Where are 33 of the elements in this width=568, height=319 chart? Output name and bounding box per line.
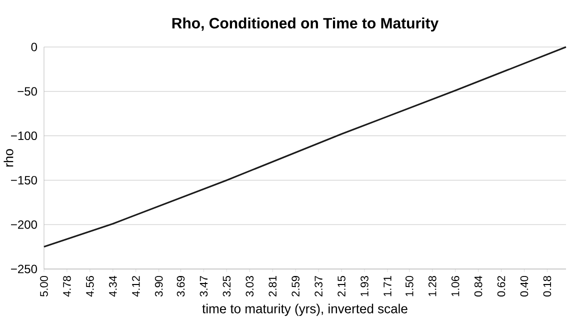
x-tick-label: 2.37 — [314, 276, 322, 296]
x-tick-label: 3.25 — [222, 276, 231, 297]
y-tick-label: −200 — [11, 220, 37, 229]
x-tick-label: 4.12 — [132, 276, 140, 297]
x-tick-label: 4.56 — [86, 276, 94, 297]
x-tick-label: 3.90 — [154, 276, 163, 297]
x-tick-label: 1.71 — [384, 276, 392, 296]
y-tick-label: 0 — [31, 42, 37, 52]
x-tick-label: 0.62 — [497, 276, 506, 296]
y-axis-title: rho — [4, 149, 14, 167]
line-series — [43, 46, 567, 248]
x-tick-label: 2.81 — [268, 276, 277, 296]
x-tick-label: 4.34 — [108, 276, 117, 297]
x-tick-label: 3.03 — [246, 276, 254, 297]
x-tick-label: 1.50 — [405, 276, 414, 296]
y-tick-label: −150 — [11, 176, 37, 184]
y-tick-label: −100 — [11, 132, 37, 140]
x-tick-label: 0.40 — [520, 276, 528, 296]
x-tick-label: 4.78 — [63, 276, 71, 297]
x-tick-label: 3.47 — [200, 276, 208, 297]
x-tick-label: 2.15 — [338, 276, 346, 296]
x-tick-label: 5.00 — [40, 276, 48, 296]
chart-title: Rho, Conditioned on Time to Maturity — [172, 18, 439, 32]
y-tick-label: −50 — [18, 87, 37, 96]
x-tick-label: 1.93 — [360, 276, 368, 296]
x-tick-label: 1.28 — [428, 276, 436, 296]
x-tick-label: 3.69 — [176, 276, 185, 297]
y-tick-label: −250 — [11, 264, 37, 274]
x-tick-label: 0.18 — [543, 276, 552, 296]
x-tick-label: 2.59 — [292, 276, 300, 296]
x-axis-title: time to maturity (yrs), inverted scale — [202, 304, 408, 316]
x-tick-label: 1.06 — [451, 276, 460, 296]
x-tick-label: 0.84 — [474, 276, 482, 296]
